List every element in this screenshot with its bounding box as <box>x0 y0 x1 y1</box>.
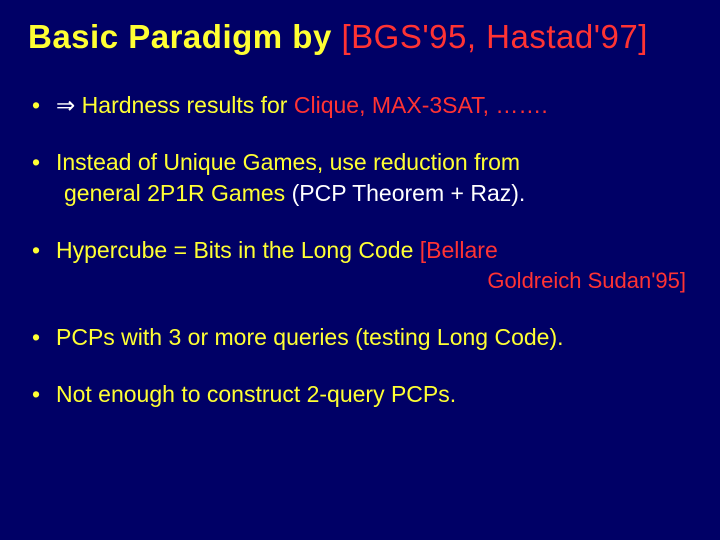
slide-title: Basic Paradigm by [BGS'95, Hastad'97] <box>28 18 692 56</box>
implies-arrow: ⇒ <box>56 92 75 118</box>
bullet-text: general 2P1R Games <box>64 180 292 206</box>
bullet-item: Not enough to construct 2-query PCPs. <box>28 379 692 410</box>
bullet-text: Not enough to construct 2-query PCPs. <box>56 381 456 407</box>
bullet-citation: [Bellare <box>420 237 498 263</box>
bullet-text: Hardness results for <box>75 92 294 118</box>
bullet-item: ⇒ Hardness results for Clique, MAX-3SAT,… <box>28 90 692 121</box>
bullet-list: ⇒ Hardness results for Clique, MAX-3SAT,… <box>28 90 692 410</box>
bullet-item: Hypercube = Bits in the Long Code [Bella… <box>28 235 692 296</box>
bullet-text: Hypercube = Bits in the Long Code <box>56 237 420 263</box>
title-main: Basic Paradigm by <box>28 18 341 55</box>
bullet-text: Instead of Unique Games, use reduction f… <box>56 149 520 175</box>
title-citation: [BGS'95, Hastad'97] <box>341 18 647 55</box>
bullet-citation-line2: Goldreich Sudan'95] <box>56 266 692 296</box>
bullet-item: Instead of Unique Games, use reduction f… <box>28 147 692 209</box>
bullet-note: (PCP Theorem + Raz). <box>292 180 526 206</box>
bullet-text: PCPs with 3 or more queries (testing Lon… <box>56 324 564 350</box>
bullet-highlight: Clique, MAX-3SAT, ……. <box>294 92 548 118</box>
bullet-item: PCPs with 3 or more queries (testing Lon… <box>28 322 692 353</box>
